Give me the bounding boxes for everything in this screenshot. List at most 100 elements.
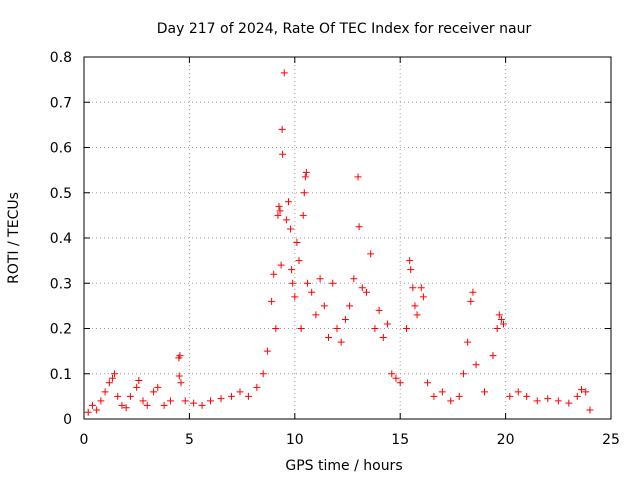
data-point xyxy=(533,397,541,405)
data-point xyxy=(565,399,573,407)
x-tick-label: 0 xyxy=(80,432,89,448)
data-point xyxy=(497,315,505,323)
data-point xyxy=(280,69,288,77)
data-point xyxy=(447,397,455,405)
data-point xyxy=(278,125,286,133)
data-point xyxy=(379,334,387,342)
data-point xyxy=(217,395,225,403)
data-point xyxy=(118,401,126,409)
data-point xyxy=(469,288,477,296)
data-point xyxy=(101,388,109,396)
data-point xyxy=(175,372,183,380)
data-point xyxy=(424,379,432,387)
data-point xyxy=(495,311,503,319)
data-point xyxy=(303,279,311,287)
y-tick-label: 0.6 xyxy=(50,141,72,157)
data-point xyxy=(274,211,282,219)
data-point xyxy=(275,202,283,210)
data-point xyxy=(289,279,297,287)
data-point xyxy=(244,392,252,400)
plot-frame xyxy=(83,56,612,420)
data-point xyxy=(577,386,585,394)
data-point xyxy=(419,293,427,301)
data-point xyxy=(430,392,438,400)
data-point xyxy=(396,379,404,387)
data-point xyxy=(406,257,414,265)
y-tick-label: 0.7 xyxy=(50,95,72,111)
data-point xyxy=(143,401,151,409)
data-point xyxy=(384,320,392,328)
data-point xyxy=(573,392,581,400)
ticks-layer: 0 5 10 15 20 25 0 0.1 0.2 0.3 0.4 0.5 0.6 0.7 0.8 xyxy=(50,50,620,448)
data-point xyxy=(489,352,497,360)
data-points-layer xyxy=(84,69,594,416)
data-point xyxy=(341,315,349,323)
data-point xyxy=(582,388,590,396)
data-point xyxy=(198,401,206,409)
data-point xyxy=(300,189,308,197)
x-tick-label: 5 xyxy=(185,432,194,448)
data-point xyxy=(455,392,463,400)
data-point xyxy=(259,370,267,378)
data-point xyxy=(236,388,244,396)
y-axis-label: ROTI / TECUs xyxy=(6,192,22,284)
y-tick-label: 0.8 xyxy=(50,50,72,66)
data-point xyxy=(287,225,295,233)
data-point xyxy=(176,352,184,360)
data-point xyxy=(206,397,214,405)
data-point xyxy=(150,388,158,396)
data-point xyxy=(181,397,189,405)
data-point xyxy=(358,284,366,292)
data-point xyxy=(177,379,185,387)
data-point xyxy=(354,173,362,181)
data-point xyxy=(407,266,415,274)
data-point xyxy=(122,404,130,412)
data-point xyxy=(279,150,287,158)
data-point xyxy=(88,401,96,409)
data-point xyxy=(111,370,119,378)
data-point xyxy=(302,168,310,176)
y-tick-label: 0.5 xyxy=(50,186,72,202)
grid-layer xyxy=(84,57,611,419)
data-point xyxy=(464,338,472,346)
data-point xyxy=(320,302,328,310)
data-point xyxy=(409,284,417,292)
data-point xyxy=(135,377,143,385)
data-point xyxy=(166,397,174,405)
y-tick-label: 0.1 xyxy=(50,367,72,383)
chart-title: Day 217 of 2024, Rate Of TEC Index for r… xyxy=(157,21,532,37)
data-point xyxy=(411,302,419,310)
data-point xyxy=(263,347,271,355)
x-axis-label: GPS time / hours xyxy=(285,458,402,474)
data-point xyxy=(308,288,316,296)
data-point xyxy=(481,388,489,396)
data-point xyxy=(316,275,324,283)
data-point xyxy=(293,239,301,247)
data-point xyxy=(133,383,141,391)
data-point xyxy=(154,383,162,391)
data-point xyxy=(333,325,341,332)
x-tick-label: 15 xyxy=(391,432,409,448)
data-point xyxy=(362,288,370,296)
data-point xyxy=(277,261,285,269)
y-tick-label: 0.3 xyxy=(50,276,72,292)
data-point xyxy=(114,392,122,400)
data-point xyxy=(272,325,280,332)
data-point xyxy=(288,266,296,274)
data-point xyxy=(190,399,198,407)
data-point xyxy=(295,257,303,265)
data-point xyxy=(312,311,320,319)
data-point xyxy=(499,320,507,328)
y-tick-label: 0.2 xyxy=(50,322,72,338)
data-point xyxy=(97,397,105,405)
data-point xyxy=(438,388,446,396)
data-point xyxy=(459,370,467,378)
data-point xyxy=(417,284,425,292)
data-point xyxy=(392,374,400,382)
data-point xyxy=(297,325,305,332)
data-point xyxy=(403,325,411,332)
data-point xyxy=(554,397,562,405)
data-point xyxy=(350,275,358,283)
data-point xyxy=(126,392,134,400)
